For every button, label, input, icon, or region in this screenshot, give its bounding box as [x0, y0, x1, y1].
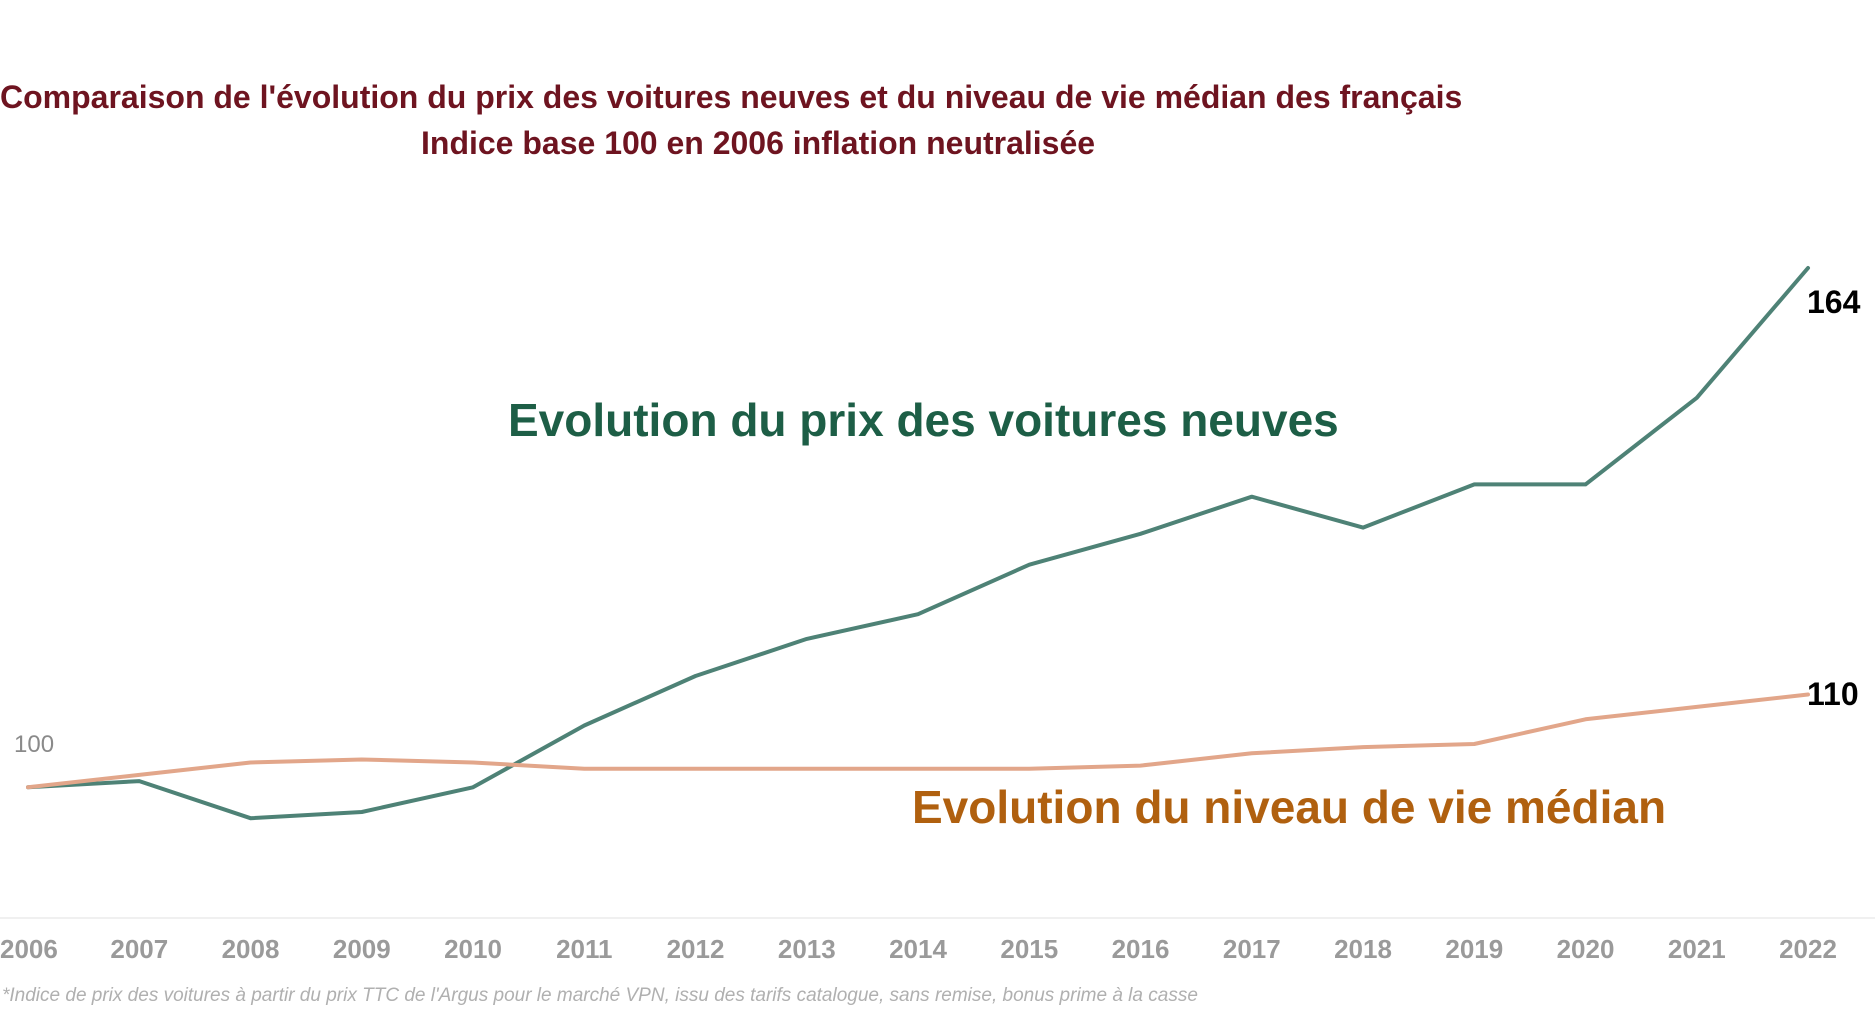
x-tick-label-2022: 2022 — [1779, 934, 1837, 964]
car-price-point-2019 — [1472, 482, 1476, 486]
income-point-2022 — [1806, 693, 1810, 696]
income-point-2007 — [137, 773, 141, 777]
x-tick-label-2012: 2012 — [667, 934, 725, 964]
income-series-end-label: 110 — [1807, 676, 1859, 712]
x-tick-label-2009: 2009 — [333, 934, 391, 964]
car-price-point-2017 — [1250, 495, 1254, 499]
x-tick-label-2020: 2020 — [1557, 934, 1615, 964]
x-tick-label-2008: 2008 — [222, 934, 280, 964]
income-point-2020 — [1584, 717, 1587, 721]
x-tick-label-2013: 2013 — [778, 934, 836, 964]
car-price-point-2022 — [1806, 266, 1810, 270]
x-tick-label-2019: 2019 — [1445, 934, 1503, 964]
car-price-point-2010 — [471, 785, 475, 789]
x-axis-ticks: 2006 2007 2008 2009 2010 2011 2012 2013 2014 2015… — [0, 934, 1837, 964]
income-point-2019 — [1472, 742, 1476, 746]
chart-title: Comparaison de l'évolution du prix des v… — [0, 79, 1462, 115]
car-series-end-label: 164 — [1807, 284, 1861, 320]
car-price-point-2021 — [1695, 396, 1699, 400]
car-price-point-2013 — [805, 637, 809, 641]
footnote: *Indice de prix des voitures à partir du… — [2, 985, 1198, 1006]
income-point-2021 — [1695, 705, 1699, 709]
car-price-point-2011 — [582, 724, 586, 727]
car-price-point-2012 — [694, 674, 697, 678]
chart-subtitle: Indice base 100 en 2006 inflation neutra… — [421, 125, 1095, 161]
car-price-point-2014 — [916, 612, 920, 616]
income-point-2011 — [582, 767, 586, 771]
income-point-2010 — [471, 761, 475, 764]
income-point-2017 — [1250, 751, 1254, 755]
income-point-2006 — [26, 785, 30, 789]
series-layer — [26, 266, 1810, 821]
income-point-2012 — [694, 767, 697, 771]
x-tick-label-2010: 2010 — [444, 934, 502, 964]
income-point-2016 — [1139, 764, 1142, 768]
x-tick-label-2018: 2018 — [1334, 934, 1392, 964]
income-point-2008 — [249, 761, 252, 764]
income-point-2009 — [360, 758, 364, 761]
car-price-point-2020 — [1584, 482, 1587, 486]
start-value-label: 100 — [14, 731, 54, 758]
car-price-point-2009 — [360, 810, 364, 814]
x-tick-label-2007: 2007 — [110, 934, 168, 964]
income-point-2013 — [805, 767, 809, 771]
x-tick-label-2014: 2014 — [889, 934, 947, 964]
car-price-point-2015 — [1027, 563, 1031, 567]
car-price-point-2018 — [1361, 526, 1365, 530]
income-point-2018 — [1361, 745, 1365, 749]
x-tick-label-2011: 2011 — [556, 934, 612, 964]
income-series — [26, 692, 1810, 790]
income-point-2015 — [1027, 767, 1031, 771]
income-point-2014 — [916, 767, 920, 771]
x-tick-label-2017: 2017 — [1223, 934, 1281, 964]
car-series-label: Evolution du prix des voitures neuves — [508, 394, 1339, 446]
car-price-point-2007 — [137, 779, 141, 783]
car-price-point-2008 — [249, 816, 252, 820]
x-tick-label-2016: 2016 — [1112, 934, 1170, 964]
car-price-point-2016 — [1139, 532, 1142, 536]
x-tick-label-2006: 2006 — [0, 934, 58, 964]
x-tick-label-2021: 2021 — [1668, 934, 1726, 964]
income-series-label: Evolution du niveau de vie médian — [912, 781, 1666, 833]
x-tick-label-2015: 2015 — [1000, 934, 1058, 964]
